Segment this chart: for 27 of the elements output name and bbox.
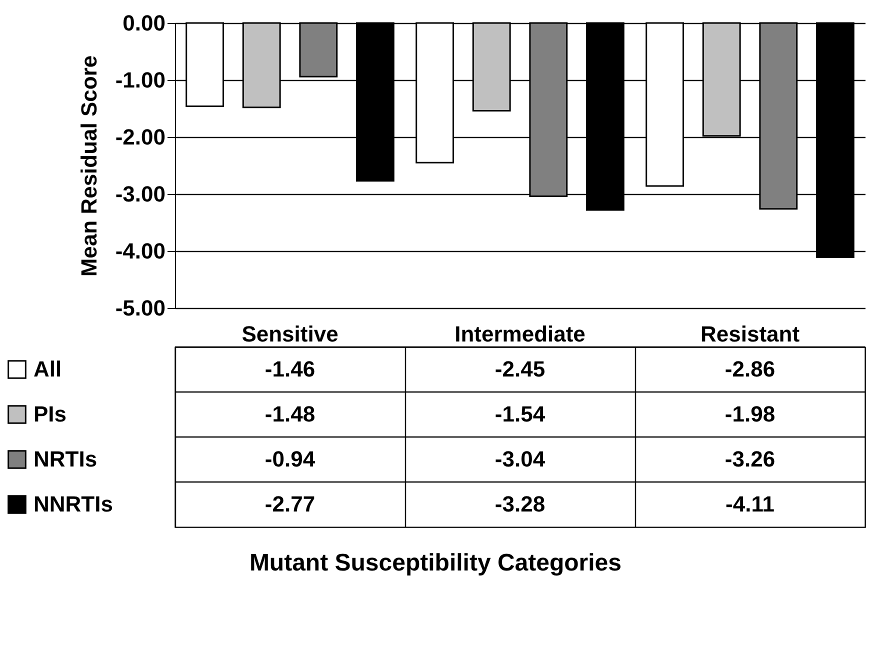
data-label: -0.94 [264, 446, 316, 472]
legend-label: PIs [34, 402, 67, 426]
y-tick-label: -1.00 [115, 68, 166, 92]
data-label: -2.86 [724, 356, 776, 382]
y-tick-label: -3.00 [115, 182, 166, 206]
legend-label: NNRTIs [34, 492, 113, 516]
data-label: -1.98 [724, 402, 776, 426]
data-label: -3.28 [494, 492, 546, 516]
data-label: -2.77 [264, 492, 316, 516]
x-tick-label: Intermediate [454, 322, 586, 346]
data-label: -3.26 [724, 446, 776, 472]
x-tick-label: Sensitive [242, 322, 338, 346]
data-label: -3.04 [494, 446, 546, 472]
text: Mutant Susceptibility Categories [249, 550, 622, 577]
y-axis-title: Mean Residual Score [76, 55, 102, 277]
legend-label: All [34, 356, 62, 382]
legend-label: NRTIs [34, 446, 98, 472]
data-label: -1.46 [264, 356, 316, 382]
data-label: -2.45 [494, 356, 546, 382]
data-label: -4.11 [726, 492, 774, 516]
y-tick-label: 0.00 [122, 10, 166, 36]
y-tick-label: -4.00 [115, 238, 166, 264]
data-label: -1.54 [494, 402, 546, 426]
y-tick-label: -2.00 [115, 124, 166, 150]
x-tick-label: Resistant [700, 322, 800, 346]
y-tick-label: -5.00 [115, 296, 166, 320]
data-label: -1.48 [264, 402, 316, 426]
